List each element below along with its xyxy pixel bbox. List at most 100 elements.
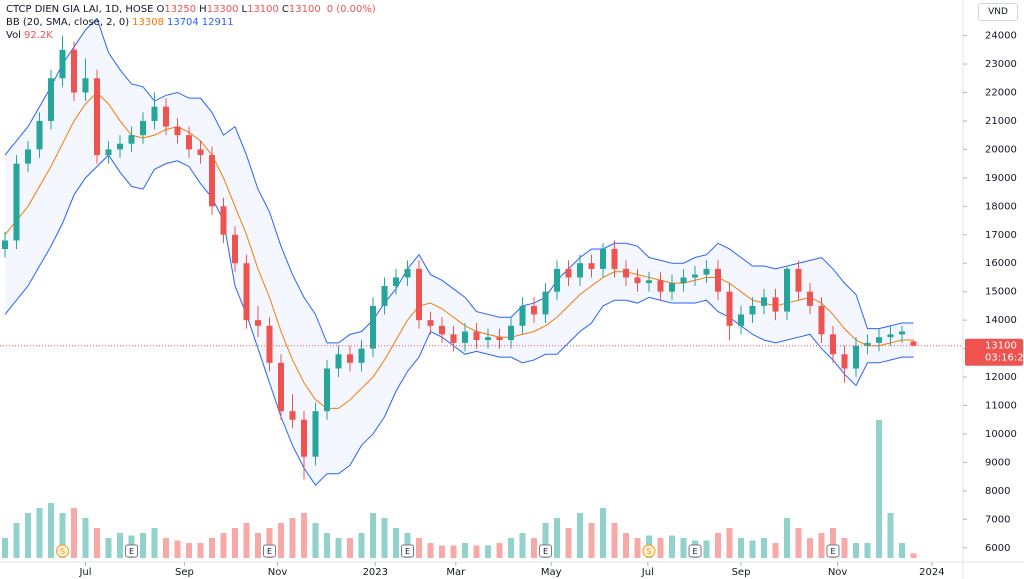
candle-body (634, 277, 641, 284)
volume-bar (393, 528, 399, 558)
bb-value: 13704 (166, 17, 199, 28)
candle-body (462, 331, 468, 343)
volume-bar (876, 420, 882, 558)
y-tick-label: 22000 (985, 87, 1017, 98)
candle-body (749, 305, 756, 315)
volume-bar (209, 538, 215, 558)
event-label: E (692, 547, 697, 556)
event-label: E (129, 547, 134, 556)
candle-body (830, 334, 836, 355)
volume-bar (853, 543, 859, 558)
candle-body (703, 268, 710, 275)
candle-body (335, 354, 342, 369)
volume-bar (94, 528, 100, 558)
candle-body (312, 411, 319, 457)
event-label: E (267, 547, 272, 556)
candle-body (220, 206, 227, 235)
candle-body (186, 135, 192, 150)
y-tick-label: 15000 (985, 287, 1017, 298)
change: 0 (0.00%) (326, 4, 376, 15)
volume-bar (13, 523, 20, 558)
candle-body (657, 280, 664, 292)
candle-body (841, 354, 848, 369)
candle-body (71, 49, 77, 93)
bb-upper (4, 17, 914, 344)
volume-bar (588, 523, 595, 558)
price-label-box (965, 338, 1023, 366)
candle-body (163, 106, 169, 127)
candle-body (565, 268, 572, 278)
volume-bar (715, 533, 721, 558)
volume-bar (508, 538, 514, 558)
candle-body (761, 297, 767, 306)
y-tick-label: 7000 (985, 514, 1010, 525)
candle-body (117, 143, 123, 150)
event-marker (688, 544, 702, 558)
y-tick-label: 10000 (985, 429, 1017, 440)
volume-bar (278, 523, 284, 558)
candle-body (795, 268, 802, 292)
candle-body (301, 419, 307, 457)
candle-body (807, 291, 813, 306)
event-label: S (60, 547, 65, 556)
candle-body (853, 345, 859, 369)
ohlc-key: H (199, 4, 207, 15)
volume-bar (623, 533, 629, 558)
y-tick-label: 18000 (985, 201, 1017, 212)
event-marker (826, 544, 840, 558)
volume-bar (450, 545, 457, 558)
volume-bar (105, 538, 112, 558)
y-tick-label: 20000 (985, 144, 1017, 155)
volume-bar (910, 553, 917, 558)
candle-body (151, 106, 158, 121)
event-marker (263, 544, 276, 558)
event-marker (539, 544, 552, 558)
candle-body (519, 305, 526, 326)
candle-body (416, 268, 422, 321)
ohlc-value: 13100 (247, 4, 279, 15)
volume-bar (232, 528, 238, 558)
volume-bar (289, 518, 296, 558)
volume-bar (370, 513, 376, 558)
volume-bar (220, 533, 227, 558)
candle-body (59, 49, 66, 79)
volume-bar (611, 523, 618, 558)
ohlc-key: O (156, 4, 165, 15)
candle-body (577, 263, 583, 278)
candle-body (232, 234, 238, 264)
candle-body (726, 291, 733, 326)
currency-button[interactable]: VND (978, 3, 1018, 21)
volume-bar (669, 535, 675, 558)
bb-title: BB (20, SMA, close, 2, 0) (6, 17, 130, 28)
candle-body (243, 263, 250, 321)
volume-bar (577, 513, 583, 558)
candle-body (427, 320, 434, 326)
event-label: E (830, 547, 835, 556)
volume-bar (163, 538, 169, 558)
candle-body (439, 325, 445, 335)
candle-body (623, 268, 629, 278)
candle-body (784, 268, 790, 312)
candle-body (209, 155, 215, 207)
candle-body (82, 78, 89, 93)
volume-bar (427, 543, 434, 558)
x-tick-label: Nov (268, 567, 288, 578)
price-label: 13100 (985, 341, 1017, 352)
candle-body (542, 291, 549, 315)
candle-body (887, 334, 894, 338)
volume-bar (634, 538, 641, 558)
volume-bar (266, 528, 273, 558)
candle-body (289, 411, 296, 420)
candle-body (324, 368, 330, 412)
volume-bar (381, 518, 388, 558)
volume-bar (554, 518, 560, 558)
volume-bar (761, 538, 767, 558)
candle-body (680, 277, 687, 284)
volume-bar (519, 533, 526, 558)
y-tick-label: 17000 (985, 230, 1017, 241)
candle-body (393, 277, 399, 286)
candle-body (404, 268, 411, 278)
ohlc-value: 13250 (164, 4, 197, 15)
